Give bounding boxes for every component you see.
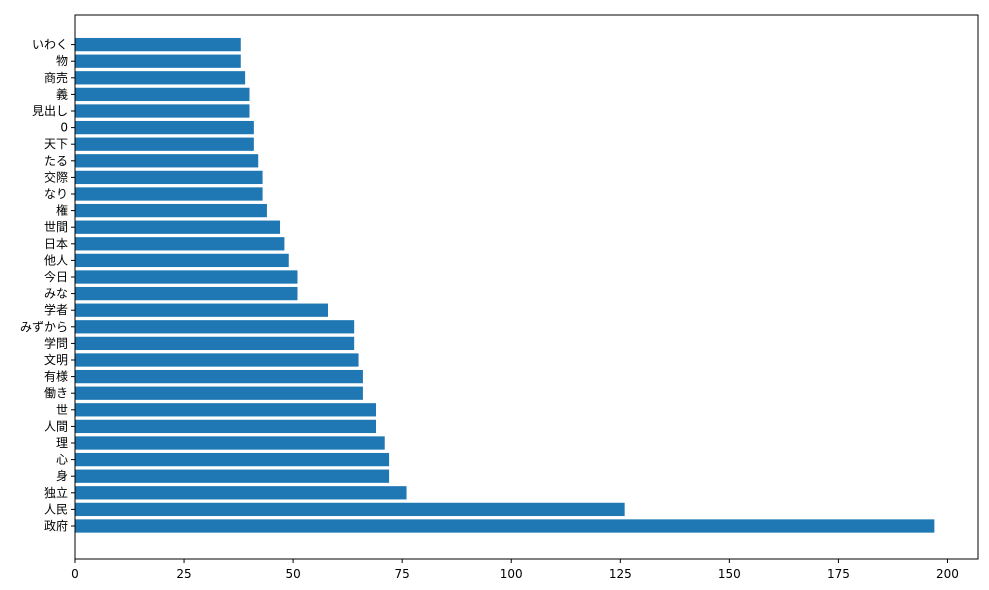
bar [75, 303, 329, 317]
x-tick-label: 75 [395, 567, 410, 581]
plot-frame [74, 14, 979, 560]
y-tick-label: 義 [56, 86, 68, 101]
y-tick-label: 学者 [44, 302, 68, 317]
x-tick-label: 125 [609, 567, 632, 581]
bar [75, 386, 363, 400]
bar [75, 502, 625, 517]
y-tick-label: いわく [32, 38, 68, 52]
y-tick-label: 文明 [44, 352, 68, 367]
y-tick-label: 人民 [44, 502, 68, 516]
y-tick-label: 人間 [44, 419, 68, 433]
bar [75, 519, 935, 533]
bar [75, 137, 254, 151]
x-tick-label: 200 [936, 567, 959, 581]
bar [75, 469, 390, 483]
y-tick-label: 他人 [44, 253, 68, 267]
y-tick-label: 世 [56, 403, 68, 417]
bar [75, 170, 263, 185]
bar [75, 452, 390, 467]
bar [75, 203, 267, 218]
x-tick-label: 25 [176, 567, 191, 581]
bar [75, 353, 359, 367]
x-tick-label: 175 [827, 567, 850, 581]
bar [75, 369, 363, 384]
y-tick-label: みずから [20, 320, 68, 334]
bar [75, 253, 289, 268]
y-tick-label: 見出し [32, 104, 68, 118]
bar [75, 120, 254, 135]
bar [75, 187, 263, 201]
y-tick-label: 世間 [44, 220, 68, 234]
y-tick-label: 政府 [44, 518, 68, 533]
y-tick-label: 権 [56, 203, 68, 218]
bar [75, 71, 246, 85]
x-tick-label: 0 [71, 567, 79, 581]
bar [75, 403, 376, 417]
y-tick-label: 身 [56, 468, 68, 483]
bar [75, 154, 259, 168]
y-tick-label: 交際 [44, 169, 68, 184]
y-tick-label: 天下 [44, 137, 68, 151]
bar [75, 270, 298, 284]
y-tick-label: 独立 [44, 485, 68, 500]
bar [75, 104, 250, 118]
bar [75, 320, 355, 334]
y-tick-label: 0 [60, 121, 68, 135]
y-tick-label: 学問 [44, 335, 68, 350]
y-tick-label: 日本 [44, 237, 68, 251]
bar [75, 486, 407, 500]
bar [75, 419, 376, 434]
y-tick-label: たる [44, 154, 68, 168]
y-tick-label: 有様 [44, 370, 68, 384]
bars-group [75, 37, 935, 533]
bar [75, 220, 281, 234]
y-tick-label: なり [44, 187, 68, 201]
y-tick-label: 心 [56, 453, 68, 467]
y-tick-label: 理 [56, 436, 68, 450]
bar [75, 54, 241, 68]
bar [75, 237, 285, 251]
y-tick-label: 働き [44, 386, 68, 400]
x-tick-label: 100 [500, 567, 523, 581]
y-tick-label: 商売 [44, 70, 68, 85]
x-axis-ticks: 0 25 50 75 100 125 150 175 200 [71, 559, 959, 581]
y-tick-label: 今日 [44, 269, 68, 284]
bar [75, 87, 250, 102]
bar [75, 336, 355, 351]
bar [75, 37, 241, 52]
x-tick-label: 50 [285, 567, 300, 581]
bar [75, 286, 298, 301]
y-tick-label: 物 [56, 54, 68, 68]
y-tick-label: みな [44, 287, 68, 301]
x-tick-label: 150 [718, 567, 741, 581]
bar [75, 436, 385, 450]
